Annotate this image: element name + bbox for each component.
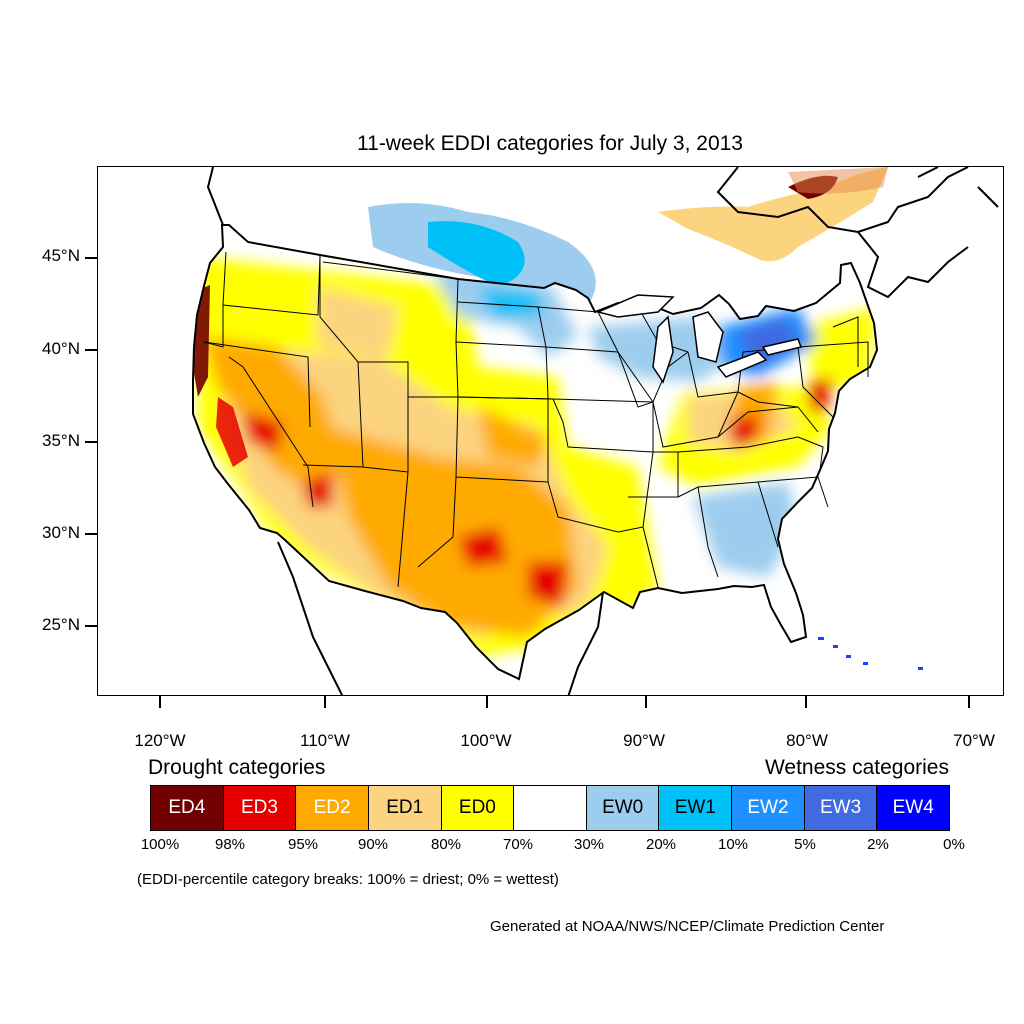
break-label: 80% bbox=[430, 836, 462, 853]
lat-label-25: 25°N bbox=[42, 615, 80, 634]
break-label: 2% bbox=[867, 836, 889, 853]
lon-tick bbox=[324, 696, 326, 708]
lat-tick bbox=[85, 441, 97, 443]
map-title: 11-week EDDI categories for July 3, 2013 bbox=[357, 132, 743, 155]
category-ed3: ED3 bbox=[223, 786, 297, 830]
break-label: 95% bbox=[287, 836, 319, 853]
map-panel bbox=[97, 166, 1004, 696]
category-breaks-note: (EDDI-percentile category breaks: 100% =… bbox=[137, 871, 559, 888]
lat-tick bbox=[85, 533, 97, 535]
lon-label-80: 80°W bbox=[786, 731, 828, 750]
break-label: 70% bbox=[502, 836, 534, 853]
lat-label-40: 40°N bbox=[42, 339, 80, 358]
category-legend-bar: ED4 ED3 ED2 ED1 ED0 EW0 EW1 EW2 EW3 EW4 bbox=[150, 785, 950, 831]
lat-tick bbox=[85, 349, 97, 351]
eddi-map bbox=[192, 167, 999, 695]
lon-label-120: 120°W bbox=[134, 731, 186, 750]
lon-tick bbox=[805, 696, 807, 708]
bahamas-patches bbox=[818, 637, 923, 670]
category-ed4: ED4 bbox=[151, 786, 224, 830]
lon-label-100: 100°W bbox=[460, 731, 512, 750]
credit-line: Generated at NOAA/NWS/NCEP/Climate Predi… bbox=[490, 918, 885, 935]
lon-tick bbox=[645, 696, 647, 708]
break-label: 30% bbox=[573, 836, 605, 853]
lat-label-30: 30°N bbox=[42, 523, 80, 542]
lat-label-45: 45°N bbox=[42, 246, 80, 265]
drought-categories-heading: Drought categories bbox=[148, 756, 326, 779]
break-label: 90% bbox=[357, 836, 389, 853]
lon-label-110: 110°W bbox=[300, 731, 350, 750]
category-ed0: ED0 bbox=[441, 786, 515, 830]
category-ed2: ED2 bbox=[296, 786, 369, 830]
lon-label-90: 90°W bbox=[623, 731, 665, 750]
break-label: 10% bbox=[717, 836, 749, 853]
category-ew1: EW1 bbox=[659, 786, 733, 830]
lon-tick bbox=[159, 696, 161, 708]
break-label: 0% bbox=[943, 836, 965, 853]
lon-tick bbox=[486, 696, 488, 708]
category-ed1: ED1 bbox=[368, 786, 442, 830]
lon-tick bbox=[968, 696, 970, 708]
lat-tick bbox=[85, 625, 97, 627]
category-ew4: EW4 bbox=[877, 786, 950, 830]
great-lakes bbox=[595, 294, 802, 384]
break-label: 100% bbox=[140, 836, 180, 853]
lat-label-35: 35°N bbox=[42, 431, 80, 450]
lat-tick bbox=[85, 257, 97, 259]
lon-label-70: 70°W bbox=[953, 731, 995, 750]
wetness-categories-heading: Wetness categories bbox=[764, 756, 949, 779]
category-normal bbox=[514, 786, 587, 830]
break-label: 5% bbox=[794, 836, 816, 853]
break-label: 20% bbox=[645, 836, 677, 853]
category-ew2: EW2 bbox=[732, 786, 805, 830]
break-label: 98% bbox=[214, 836, 246, 853]
category-ew0: EW0 bbox=[586, 786, 660, 830]
category-ew3: EW3 bbox=[804, 786, 878, 830]
